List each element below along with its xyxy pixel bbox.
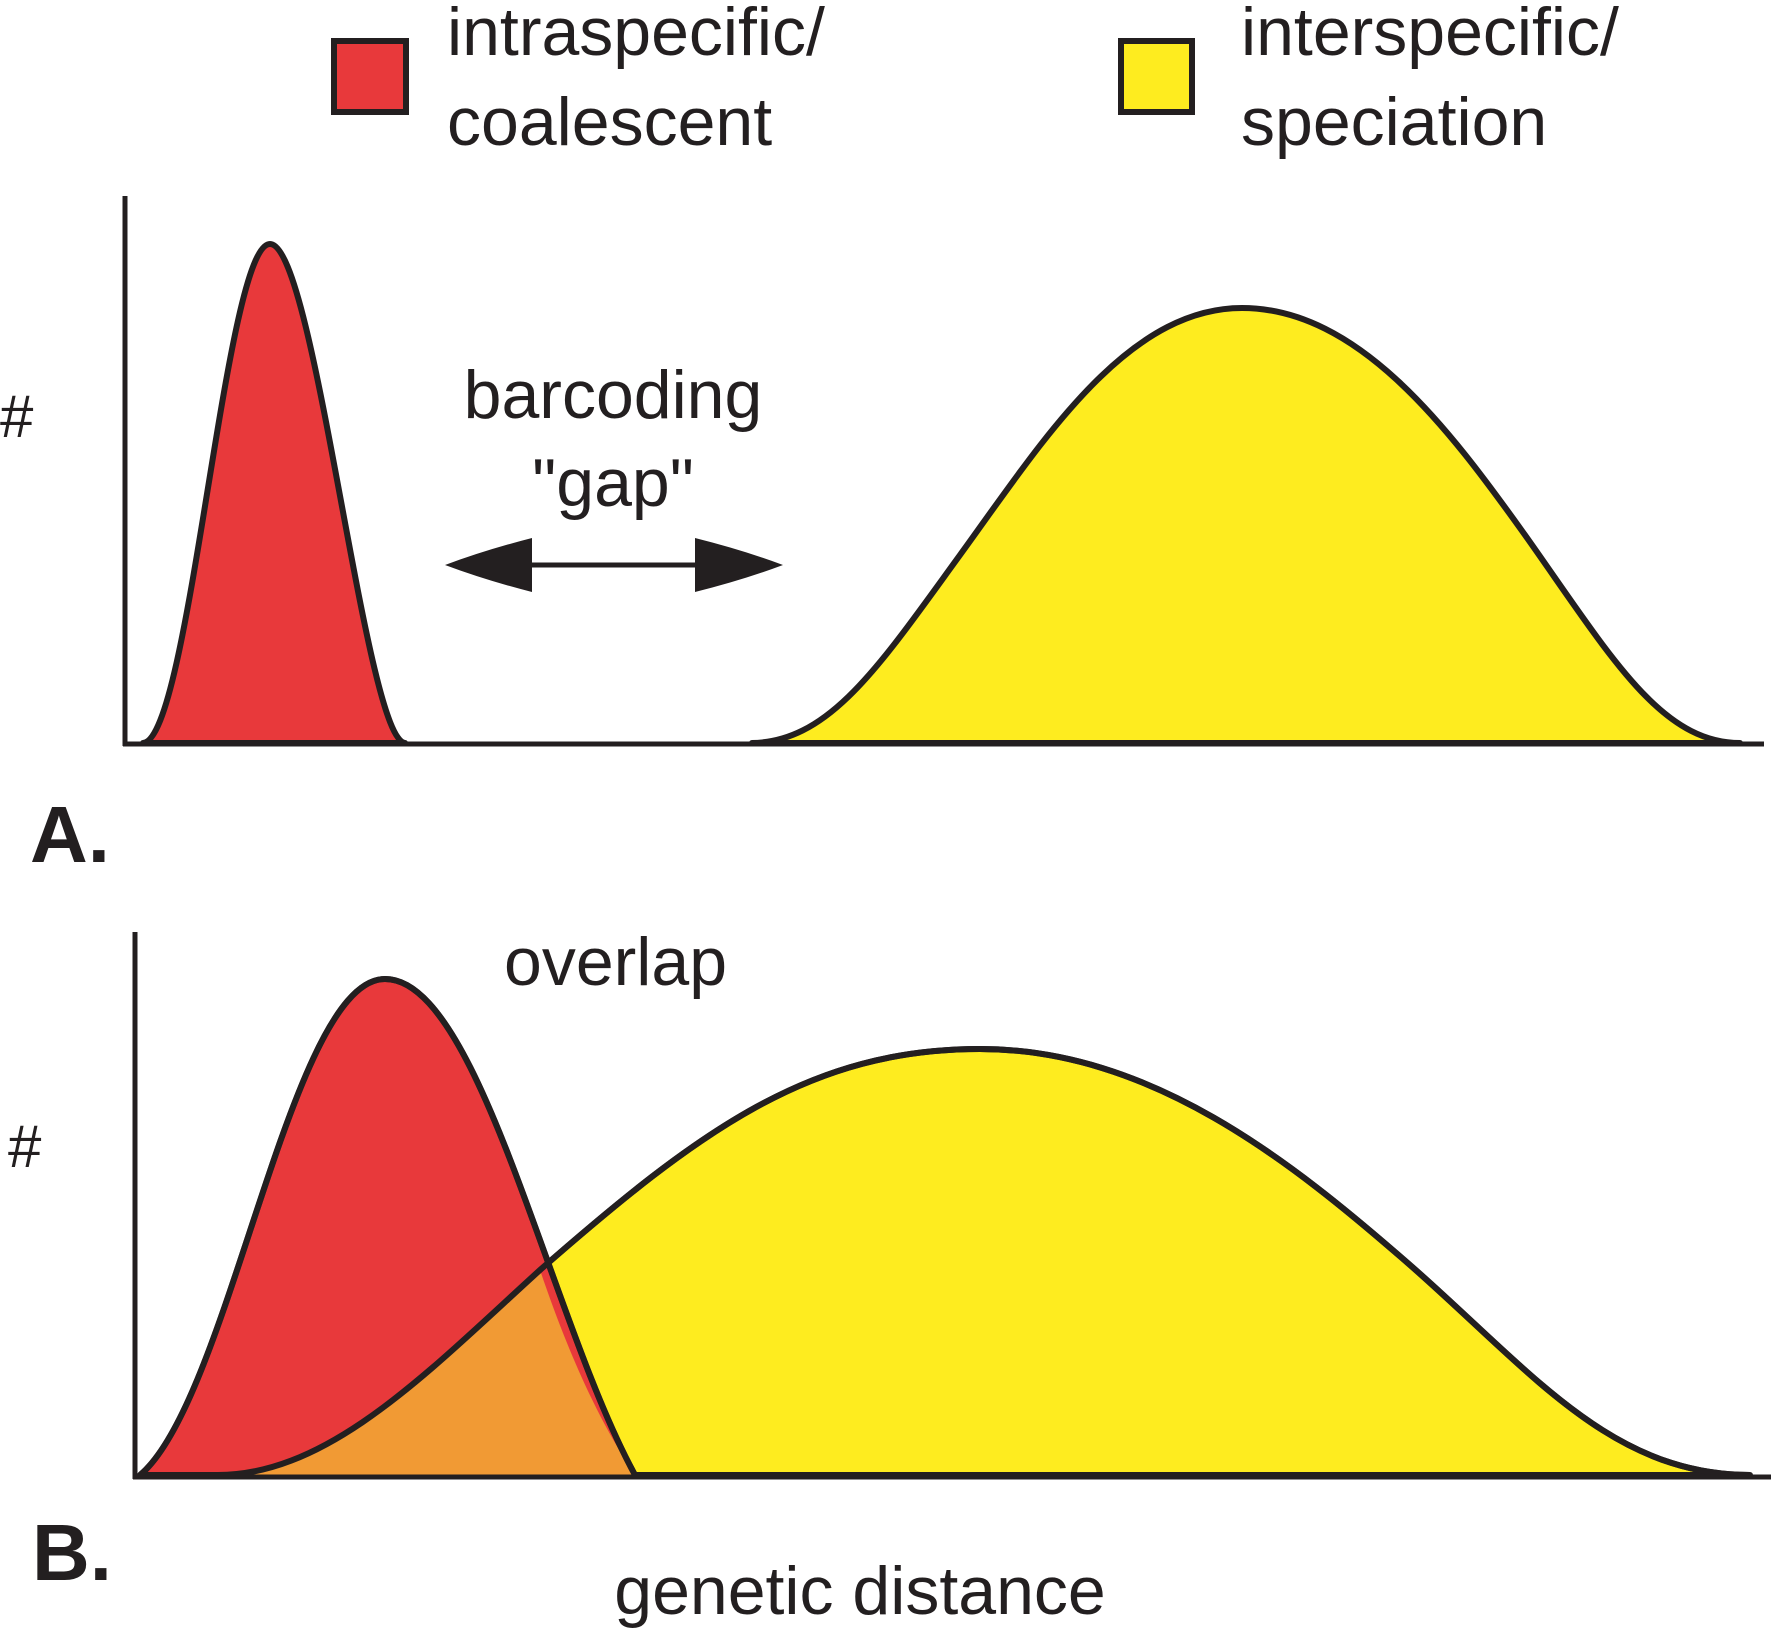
- legend-item-interspecific: interspecific/ speciation: [1118, 0, 1619, 160]
- x-axis-label: genetic distance: [614, 1553, 1105, 1629]
- panel-b-letter: B.: [32, 1508, 112, 1597]
- legend-swatch-intraspecific: [331, 38, 409, 115]
- panel-b: overlap # B.: [8, 924, 1771, 1597]
- legend-label-intraspecific-line2: coalescent: [447, 84, 772, 160]
- legend: intraspecific/ coalescent interspecific/…: [331, 0, 1619, 160]
- panel-a-intraspecific-curve: [140, 241, 408, 746]
- panel-a: barcoding "gap" # A.: [0, 196, 1764, 879]
- legend-item-intraspecific: intraspecific/ coalescent: [331, 0, 825, 160]
- barcoding-gap-arrowhead-left: [445, 538, 532, 592]
- panel-b-intraspecific-outline: [138, 976, 638, 1478]
- barcoding-gap-label-line2: "gap": [532, 445, 694, 521]
- barcoding-gap-arrowhead-right: [695, 538, 783, 592]
- panel-a-interspecific-curve: [749, 305, 1743, 746]
- panel-a-letter: A.: [30, 790, 110, 879]
- panel-a-y-axis-label: #: [0, 383, 34, 450]
- legend-label-intraspecific-line1: intraspecific/: [447, 0, 825, 70]
- legend-swatch-interspecific: [1118, 38, 1195, 115]
- panel-b-overlap-region: [218, 1270, 635, 1475]
- overlap-label: overlap: [504, 924, 727, 1000]
- legend-label-interspecific-line2: speciation: [1241, 84, 1547, 160]
- barcoding-gap-label-line1: barcoding: [464, 357, 763, 433]
- panel-b-y-axis-label: #: [8, 1113, 42, 1180]
- barcoding-gap-arrow: [445, 538, 783, 592]
- panel-b-interspecific-outline: [217, 1046, 1751, 1478]
- legend-label-interspecific-line1: interspecific/: [1241, 0, 1619, 70]
